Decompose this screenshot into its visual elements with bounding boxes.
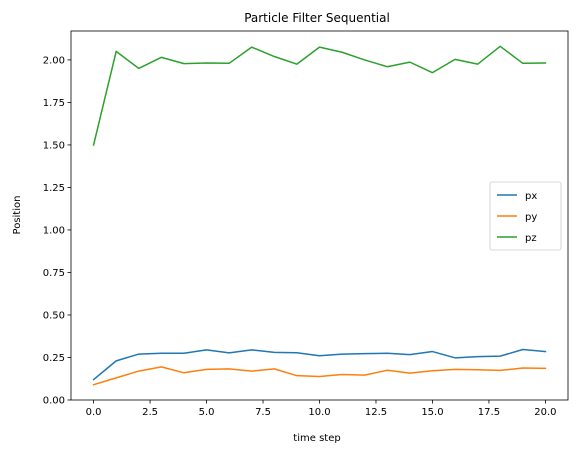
x-tick-label: 12.5 [365,407,387,418]
x-tick-label: 7.5 [255,407,271,418]
y-tick-label: 1.50 [43,141,65,152]
y-tick-label: 0.50 [43,311,65,322]
y-tick-label: 0.75 [43,268,65,279]
x-tick-label: 15.0 [421,407,443,418]
x-axis-label: time step [293,433,340,444]
legend-box [489,181,562,251]
x-axis-ticks: 0.0 2.5 5.0 7.5 10.0 12.5 15.0 17.5 20.0 [86,400,557,418]
legend-label-py: py [525,212,537,223]
y-tick-label: 1.00 [43,226,65,237]
series-line-pz [92,45,547,146]
series-line-px [92,348,547,381]
x-tick-label: 5.0 [199,407,215,418]
series-line-py [92,366,547,386]
y-tick-label: 0.25 [43,353,65,364]
x-tick-label: 0.0 [86,407,102,418]
legend-label-pz: pz [525,233,537,244]
plot-area-frame [70,30,569,401]
legend: px py pz [489,181,562,251]
y-axis-label: Position [12,196,23,235]
y-tick-label: 1.25 [43,183,65,194]
x-tick-label: 20.0 [534,407,556,418]
legend-label-px: px [525,191,537,202]
x-tick-label: 17.5 [478,407,500,418]
y-tick-label: 1.75 [43,98,65,109]
chart-title: Particle Filter Sequential [244,11,390,25]
x-tick-label: 10.0 [308,407,330,418]
x-tick-label: 2.5 [142,407,158,418]
series-lines-group [92,45,547,386]
y-axis-ticks: 0.00 0.25 0.50 0.75 1.00 1.25 1.50 1.75 2.00 [43,56,71,407]
y-tick-label: 0.00 [43,396,65,407]
y-tick-label: 2.00 [43,56,65,67]
